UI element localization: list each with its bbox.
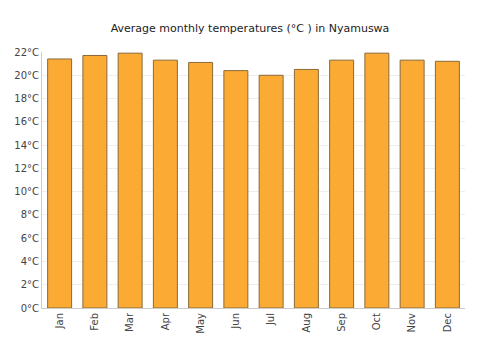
svg-text:10°C: 10°C [14,186,39,197]
svg-text:4°C: 4°C [21,256,39,267]
svg-text:Feb: Feb [89,313,100,331]
svg-text:0°C: 0°C [21,303,39,314]
svg-text:Nov: Nov [406,313,417,333]
svg-text:6°C: 6°C [21,233,39,244]
svg-text:16°C: 16°C [14,116,39,127]
svg-text:8°C: 8°C [21,209,39,220]
svg-text:Oct: Oct [371,313,382,330]
svg-text:Mar: Mar [124,312,135,332]
svg-text:20°C: 20°C [14,70,39,81]
svg-text:18°C: 18°C [14,93,39,104]
svg-text:Jun: Jun [230,313,241,330]
svg-text:12°C: 12°C [14,163,39,174]
svg-text:14°C: 14°C [14,140,39,151]
svg-text:Sep: Sep [336,313,347,332]
svg-text:Dec: Dec [442,313,453,332]
svg-text:Average monthly temperatures (: Average monthly temperatures (°C ) in Ny… [111,22,390,35]
svg-text:Apr: Apr [160,312,171,330]
svg-text:2°C: 2°C [21,279,39,290]
svg-text:22°C: 22°C [14,47,39,58]
svg-text:May: May [195,313,206,334]
svg-text:Jan: Jan [54,313,65,329]
svg-text:Aug: Aug [301,313,312,333]
svg-text:Jul: Jul [265,313,276,326]
